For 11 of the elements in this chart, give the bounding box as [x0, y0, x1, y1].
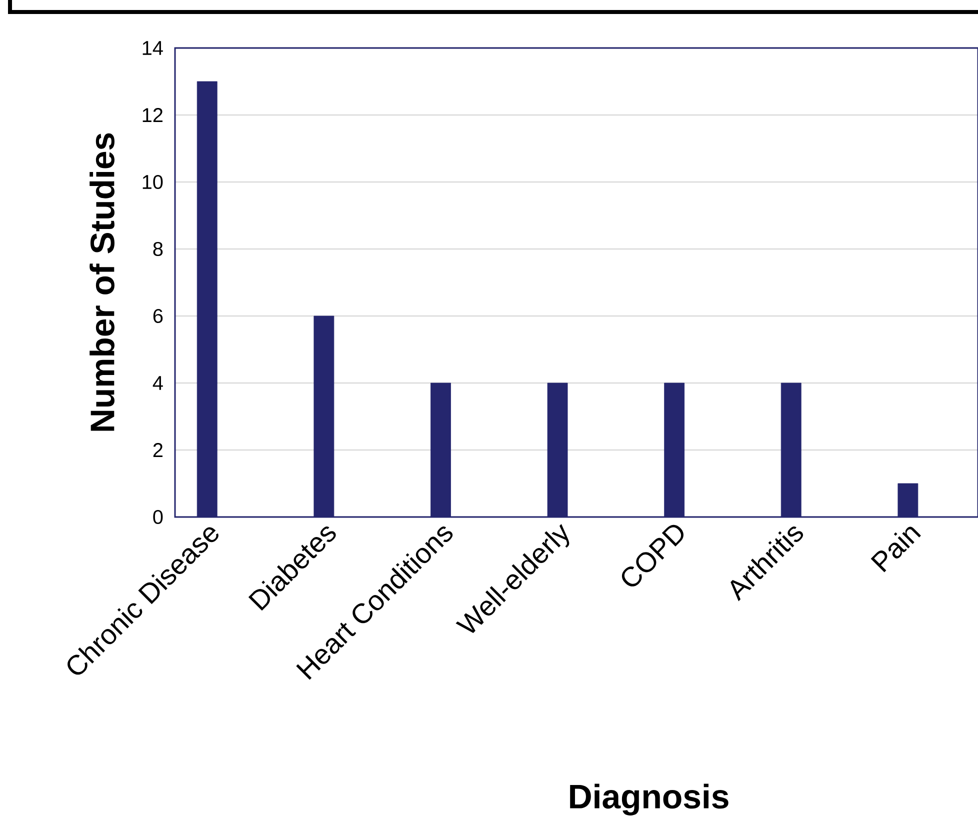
- y-tick-label: 8: [153, 242, 163, 256]
- y-tick-label: 4: [152, 376, 163, 390]
- x-axis-title: Diagnosis: [570, 784, 728, 816]
- y-tick-label: 0: [153, 510, 163, 524]
- y-tick-label: 12: [142, 108, 162, 122]
- y-tick-label: 6: [153, 308, 163, 324]
- x-tick-label: Pain: [870, 526, 921, 572]
- y-tick-label: 2: [153, 443, 162, 457]
- y-axis-title: Number of Studies: [90, 133, 114, 431]
- y-tick-label: 10: [142, 174, 163, 190]
- y-tick-label: 14: [142, 41, 163, 55]
